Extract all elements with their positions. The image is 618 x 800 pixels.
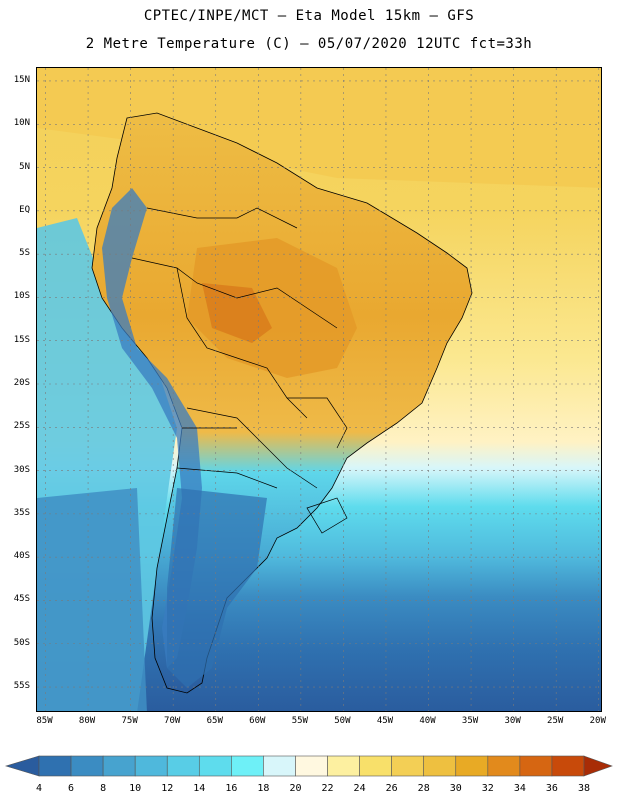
colorbar-segment <box>359 755 392 777</box>
latitude-label: 20S <box>13 378 30 388</box>
colorbar-level-label: 32 <box>481 783 494 794</box>
latitude-label: EQ <box>19 204 30 215</box>
longitude-label: 20W <box>589 716 606 726</box>
latitude-label: 5N <box>19 161 30 172</box>
colorbar-level-label: 36 <box>545 783 558 794</box>
uruguay-border <box>306 497 348 534</box>
lat-lon-grid <box>37 68 601 711</box>
longitude-label: 80W <box>78 716 96 726</box>
colorbar-segment <box>519 755 553 777</box>
longitude-label: 55W <box>291 716 308 726</box>
colorbar-segment <box>198 755 232 777</box>
colorbar-level-label: 26 <box>385 783 398 794</box>
colorbar-segment <box>327 755 360 777</box>
latitude-label: 10N <box>13 118 30 129</box>
colorbar-segment <box>487 755 521 777</box>
colorbar-segment <box>134 755 168 777</box>
longitude-label: 65W <box>206 716 223 726</box>
colorbar-segment <box>263 755 296 777</box>
map-title: CPTEC/INPE/MCT – Eta Model 15km – GFS <box>143 8 475 24</box>
colorbar-level-label: 38 <box>577 783 591 794</box>
longitude-label: 50W <box>334 716 351 726</box>
colorbar-level-label: 20 <box>289 783 302 794</box>
colorbar-level-label: 16 <box>225 783 238 794</box>
longitude-label: 35W <box>461 716 479 726</box>
longitude-label: 40W <box>419 716 436 726</box>
amazon-hot-region <box>187 238 357 378</box>
colorbar-segment <box>551 755 585 777</box>
colorbar-segment <box>38 755 72 777</box>
colorbar-level-label: 4 <box>35 783 43 794</box>
latitude-label: 40S <box>13 551 30 562</box>
colorbar-level-label: 6 <box>68 783 75 794</box>
colorbar-level-label: 30 <box>449 783 462 794</box>
colorbar-level-label: 8 <box>100 783 107 794</box>
colorbar-level-label: 28 <box>417 783 430 794</box>
latitude-label: 55S <box>13 681 30 692</box>
longitude-label: 75W <box>121 716 138 726</box>
colorbar-segment <box>231 755 264 777</box>
map-subtitle: 2 Metre Temperature (C) – 05/07/2020 12U… <box>85 36 533 52</box>
longitude-label: 30W <box>504 716 521 726</box>
colorbar-level-label: 22 <box>321 783 334 794</box>
longitude-label: 25W <box>547 716 564 726</box>
colorbar-level-label: 24 <box>353 783 366 794</box>
country-borders <box>131 207 348 489</box>
colorbar-segment <box>455 755 489 777</box>
longitude-label: 85W <box>36 716 53 726</box>
colorbar-level-label: 34 <box>513 783 526 794</box>
latitude-label: 45S <box>13 594 30 605</box>
latitude-label: 15S <box>13 334 30 345</box>
map-canvas <box>37 68 601 711</box>
latitude-label: 25S <box>13 421 30 432</box>
color-scale-bar <box>4 755 613 777</box>
latitude-label: 10S <box>13 291 30 302</box>
colorbar-max-arrow <box>583 755 613 777</box>
latitude-label: 50S <box>13 637 30 648</box>
latitude-label: 15N <box>13 74 30 85</box>
caribbean-warm-region <box>37 68 601 188</box>
colorbar-segment <box>102 755 136 777</box>
temperature-map <box>36 67 602 712</box>
longitude-label: 60W <box>249 716 266 726</box>
colorbar-level-label: 12 <box>161 783 174 794</box>
colorbar-segment <box>166 755 200 777</box>
colorbar-min-arrow <box>4 755 40 777</box>
colorbar-segment <box>70 755 104 777</box>
colorbar-segment <box>423 755 457 777</box>
patagonia-cold-region <box>167 488 267 688</box>
colorbar-level-label: 18 <box>257 783 270 794</box>
colorbar-level-label: 10 <box>129 783 142 794</box>
latitude-label: 5S <box>19 248 30 259</box>
colorbar-level-label: 14 <box>193 783 206 794</box>
longitude-label: 45W <box>376 716 394 726</box>
bolivia-hottest-region <box>202 283 272 343</box>
pacific-south-region <box>37 488 147 711</box>
colorbar-segment <box>391 755 425 777</box>
latitude-label: 30S <box>13 464 30 475</box>
longitude-label: 70W <box>164 716 181 726</box>
latitude-label: 35S <box>13 507 30 518</box>
colorbar-segment <box>295 755 328 777</box>
